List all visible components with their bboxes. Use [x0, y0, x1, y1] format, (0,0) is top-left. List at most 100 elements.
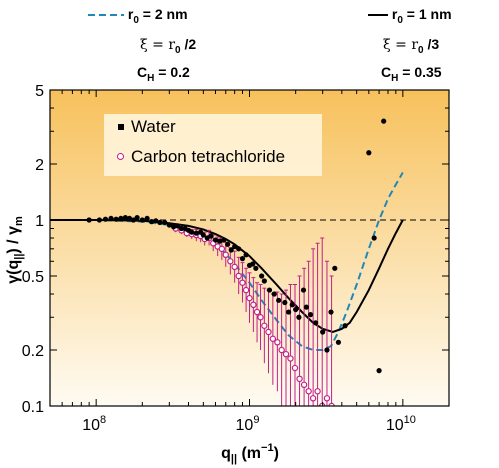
water-point	[232, 243, 238, 250]
water-point	[376, 367, 382, 374]
water-point	[282, 299, 288, 306]
water-point	[266, 287, 273, 293]
curve-r0-2nm	[50, 171, 404, 351]
water-point	[276, 297, 282, 303]
water-point	[236, 246, 242, 252]
ccl4-point	[239, 279, 246, 286]
water-point	[221, 237, 227, 243]
ccl4-point	[250, 301, 257, 309]
water-point	[239, 256, 246, 262]
water-point	[208, 233, 214, 239]
water-point	[313, 320, 319, 326]
water-point	[175, 223, 181, 229]
x-tick-label: 109	[236, 414, 260, 434]
water-point	[118, 215, 124, 222]
water-point	[381, 118, 387, 124]
water-point	[332, 265, 338, 271]
ccl4-point	[222, 251, 229, 259]
water-point	[166, 222, 172, 228]
y-tick-label: 5	[35, 83, 44, 100]
water-point	[293, 306, 299, 313]
water-point	[126, 215, 133, 222]
y-tick-label: 0.5	[22, 269, 44, 286]
water-point	[243, 252, 249, 258]
water-point	[303, 304, 309, 310]
header-right-xi: ξ = r0 /3	[383, 36, 440, 56]
water-point	[228, 247, 234, 253]
water-point	[139, 217, 145, 223]
ccl4-point	[278, 346, 285, 354]
water-point	[86, 217, 92, 223]
ccl4-point	[246, 294, 253, 302]
water-point	[366, 150, 372, 156]
x-axis-label: q|| (m−1)	[221, 442, 279, 465]
water-point	[189, 229, 195, 235]
water-point	[130, 217, 137, 223]
ccl4-point	[282, 350, 290, 358]
water-point	[217, 238, 223, 244]
legend-marker-ccl4	[117, 153, 124, 160]
y-tick-label: 0.2	[22, 343, 44, 360]
ccl4-point	[291, 364, 299, 372]
water-point	[171, 224, 177, 230]
water-point	[261, 278, 267, 284]
water-point	[324, 347, 330, 353]
ccl4-point	[314, 388, 321, 395]
y-tick-label: 2	[35, 157, 44, 174]
ccl4-point	[269, 335, 277, 342]
water-point	[296, 314, 302, 320]
legend-label-water: Water	[131, 117, 176, 136]
water-point	[225, 241, 231, 247]
water-point	[271, 291, 277, 297]
y-tick-label: 1	[35, 213, 44, 230]
water-point	[178, 225, 185, 232]
water-point	[162, 219, 168, 226]
water-point	[113, 216, 119, 222]
water-point	[307, 312, 314, 318]
header-left-ch: CH = 0.2	[137, 64, 190, 84]
water-point	[134, 215, 140, 221]
water-point	[96, 217, 103, 223]
ccl4-point	[296, 375, 303, 383]
ccl4-point	[253, 308, 261, 316]
water-point	[253, 265, 259, 271]
x-tick-label: 108	[82, 414, 106, 434]
ccl4-point	[218, 245, 226, 253]
water-point	[153, 218, 159, 224]
water-point	[122, 215, 128, 221]
ccl4-point	[300, 381, 308, 389]
y-tick-label: 0.1	[22, 399, 44, 416]
ccl4-point	[231, 263, 238, 271]
water-point	[193, 230, 199, 236]
legend-label-ccl4: Carbon tetrachloride	[131, 147, 286, 166]
water-point	[289, 302, 295, 308]
ccl4-point	[274, 339, 281, 346]
ccl4-point	[227, 258, 234, 265]
ccl4-point	[261, 322, 268, 329]
water-point	[212, 237, 219, 243]
ccl4-point	[287, 355, 294, 362]
ccl4-point	[265, 328, 272, 336]
ccl4-point	[235, 272, 242, 280]
water-point	[157, 219, 163, 226]
header-left-xi: ξ = r0 /2	[140, 36, 197, 56]
water-point	[259, 273, 265, 279]
water-point	[149, 219, 155, 225]
solid-line-swatch	[368, 14, 388, 17]
y-axis-label: γ(q||) / γm	[5, 216, 25, 284]
water-point	[144, 215, 150, 222]
header-right-line-label: r0 = 1 nm	[368, 6, 452, 26]
ccl4-point	[257, 314, 264, 321]
ccl4-point	[305, 388, 312, 395]
ccl4-point	[323, 395, 331, 402]
ccl4-point	[309, 395, 317, 402]
x-tick-label: 1010	[386, 414, 416, 434]
water-point	[200, 232, 206, 238]
header-right-ch: CH = 0.35	[381, 64, 442, 84]
water-point	[102, 216, 109, 222]
header-left-line-label: r0 = 2 nm	[88, 6, 188, 26]
water-point	[300, 287, 307, 293]
water-point	[108, 215, 114, 222]
water-point	[320, 329, 326, 335]
plot-frame	[49, 89, 450, 407]
